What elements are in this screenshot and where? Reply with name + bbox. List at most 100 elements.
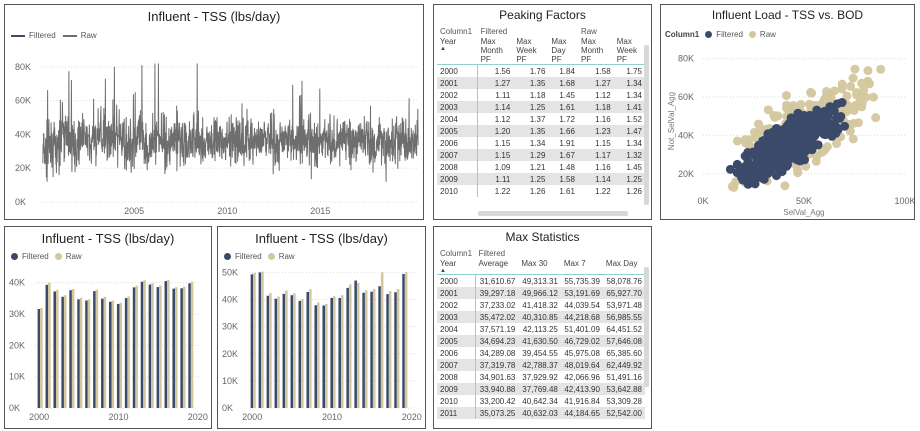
table-row[interactable]: 2007 37,319.78 42,788.37 48,019.64 62,449.92 xyxy=(437,359,645,371)
column-header[interactable]: Max Month PF xyxy=(577,37,614,65)
vertical-scrollbar[interactable] xyxy=(644,267,649,387)
bar-raw xyxy=(253,272,256,408)
scatter-point-raw xyxy=(781,91,791,101)
table-cell: 1.26 xyxy=(529,186,546,196)
table-cell: 1.35 xyxy=(529,78,546,88)
tss-line-chart-panel[interactable]: Influent - TSS (lbs/day) Filtered Raw 0K… xyxy=(4,4,424,220)
y-tick-label: 20K xyxy=(15,163,31,173)
table-row[interactable]: 2008 34,901.63 37,929.92 42,066.96 51,491.16 xyxy=(437,371,645,383)
table-row[interactable]: 2001 39,297.18 49,966.12 53,191.69 65,927.70 xyxy=(437,287,645,299)
table-row[interactable]: 2010 1.22 1.26 1.61 1.22 1.26 xyxy=(437,185,645,197)
scatter-point-raw xyxy=(871,113,881,123)
table-row[interactable]: 2009 33,940.88 37,769.48 42,413.90 53,642.88 xyxy=(437,383,645,395)
max-statistics-table-panel[interactable]: Max Statistics Column1 Filtered Year ▲ Avera… xyxy=(433,226,652,429)
chart-title: Influent Load - TSS vs. BOD xyxy=(711,8,864,22)
table-cell: 65,385.60 xyxy=(606,348,642,358)
vertical-scrollbar[interactable] xyxy=(644,45,649,205)
table-cell: 2005 xyxy=(437,335,476,347)
scatter-point-filtered xyxy=(792,135,802,145)
y-tick-label: 20K xyxy=(9,340,25,350)
table-cell: 1.76 xyxy=(529,66,546,76)
scatter-point-filtered xyxy=(725,164,735,174)
scatter-point-filtered xyxy=(813,140,823,150)
table-cell: 46,729.02 xyxy=(564,336,600,346)
bar-chart-plot: 0K 10K 20K 30K 40K 2000 2010 2020 xyxy=(9,278,208,422)
bar-raw xyxy=(103,296,107,408)
table-row[interactable]: 2005 1.20 1.35 1.66 1.23 1.47 xyxy=(437,125,645,137)
sort-ascending-icon[interactable]: ▲ xyxy=(440,46,446,52)
column-header[interactable]: Max Month PF xyxy=(477,37,514,65)
table-cell: 2008 xyxy=(437,371,476,383)
bar-filtered xyxy=(290,295,294,408)
legend-label-filtered: Filtered xyxy=(29,31,56,40)
y-tick-label: 10K xyxy=(222,376,238,386)
scatter-point-filtered xyxy=(782,130,792,140)
table-cell: 1.68 xyxy=(559,78,575,88)
table-row[interactable]: 2004 37,571.19 42,113.25 51,401.09 64,451.52 xyxy=(437,323,645,335)
table-cell: 2010 xyxy=(437,395,476,407)
table-cell: 40,310.85 xyxy=(522,312,558,322)
table-cell: 35,073.25 xyxy=(479,408,516,418)
bar-raw xyxy=(87,299,91,408)
bar-filtered xyxy=(101,298,104,408)
table-row[interactable]: 2001 1.27 1.35 1.68 1.27 1.34 xyxy=(437,77,645,89)
x-tick-label: 2015 xyxy=(310,206,330,216)
table-cell: 1.32 xyxy=(626,150,642,160)
column-header[interactable]: Max 30 xyxy=(518,259,561,275)
table-cell: 62,449.92 xyxy=(606,360,642,370)
column-header[interactable]: Max Day xyxy=(602,259,645,275)
scatter-point-filtered xyxy=(775,160,785,170)
table-cell: 1.72 xyxy=(559,114,575,124)
table-row[interactable]: 2008 1.09 1.21 1.48 1.16 1.45 xyxy=(437,161,645,173)
table-cell: 1.17 xyxy=(595,150,611,160)
sort-ascending-icon[interactable]: ▲ xyxy=(440,268,446,274)
table-title: Peaking Factors xyxy=(499,8,586,22)
table-row[interactable]: 2002 1.11 1.18 1.45 1.12 1.34 xyxy=(437,89,645,101)
table-row[interactable]: 2006 1.15 1.34 1.91 1.15 1.34 xyxy=(437,137,645,149)
scatter-points xyxy=(725,64,886,192)
peaking-factors-table-panel[interactable]: Peaking Factors Column1 Filtered Raw Year ▲ M… xyxy=(433,4,652,220)
table-row[interactable]: 2009 1.11 1.25 1.58 1.14 1.25 xyxy=(437,173,645,185)
table-row[interactable]: 2000 1.56 1.76 1.84 1.58 1.75 xyxy=(437,64,645,77)
tss-bar-chart-panel-1[interactable]: Influent - TSS (lbs/day) Filtered Raw 0K… xyxy=(4,226,212,429)
scatter-point-raw xyxy=(868,92,878,102)
bar-filtered xyxy=(164,281,168,408)
scatter-point-raw xyxy=(848,73,858,83)
column-header[interactable]: Year ▲ xyxy=(437,37,478,65)
table-row[interactable]: 2005 34,694.23 41,630.50 46,729.02 57,646.08 xyxy=(437,335,645,347)
column-header[interactable]: Max Week PF xyxy=(513,37,549,65)
bar-raw xyxy=(167,279,170,408)
table-row[interactable]: 2000 31,610.67 49,313.31 55,735.39 58,078.76 xyxy=(437,274,645,287)
horizontal-scrollbar[interactable] xyxy=(478,211,628,216)
scatter-chart-panel[interactable]: Influent Load - TSS vs. BOD Column1 Filt… xyxy=(660,4,915,220)
table-row[interactable]: 2003 35,472.02 40,310.85 44,218.68 56,985.55 xyxy=(437,311,645,323)
y-tick-label: 20K xyxy=(222,349,238,359)
scatter-point-filtered xyxy=(818,110,828,120)
x-axis-title: SelVal_Agg xyxy=(783,208,824,217)
table-row[interactable]: 2003 1.14 1.25 1.61 1.18 1.41 xyxy=(437,101,645,113)
bar-raw xyxy=(325,303,328,408)
table-row[interactable]: 2010 33,200.42 40,642.34 41,916.84 53,309.28 xyxy=(437,395,645,407)
column-header[interactable]: Max Day PF xyxy=(548,37,578,65)
table-cell: 2009 xyxy=(437,173,479,185)
table-row[interactable]: 2004 1.12 1.37 1.72 1.16 1.52 xyxy=(437,113,645,125)
bar-raw xyxy=(151,283,154,408)
column-header[interactable]: Max Week PF xyxy=(613,37,645,65)
bar-raw xyxy=(301,299,304,408)
bar-filtered xyxy=(386,294,389,408)
column-header[interactable]: Max 7 xyxy=(560,259,603,275)
x-tick-label: 100K xyxy=(894,196,915,206)
column-header[interactable]: Average xyxy=(475,259,519,275)
column-header[interactable]: Year ▲ xyxy=(437,259,476,275)
legend-label-raw: Raw xyxy=(80,31,97,40)
scatter-point-raw xyxy=(832,139,842,149)
table-row[interactable]: 2002 37,233.02 41,418.32 44,039.54 53,971.48 xyxy=(437,299,645,311)
table-row[interactable]: 2007 1.15 1.29 1.67 1.17 1.32 xyxy=(437,149,645,161)
tss-bar-chart-panel-2[interactable]: Influent - TSS (lbs/day) Filtered Raw 0K… xyxy=(217,226,426,429)
bar-filtered xyxy=(330,297,333,408)
table-cell: 1.48 xyxy=(559,162,575,172)
table-cell: 2001 xyxy=(437,287,476,299)
table-cell: 53,971.48 xyxy=(606,300,642,310)
table-row[interactable]: 2006 34,289.08 39,454.55 45,975.08 65,385.60 xyxy=(437,347,645,359)
table-row[interactable]: 2011 35,073.25 40,632.03 44,184.65 52,542.00 xyxy=(437,407,645,419)
